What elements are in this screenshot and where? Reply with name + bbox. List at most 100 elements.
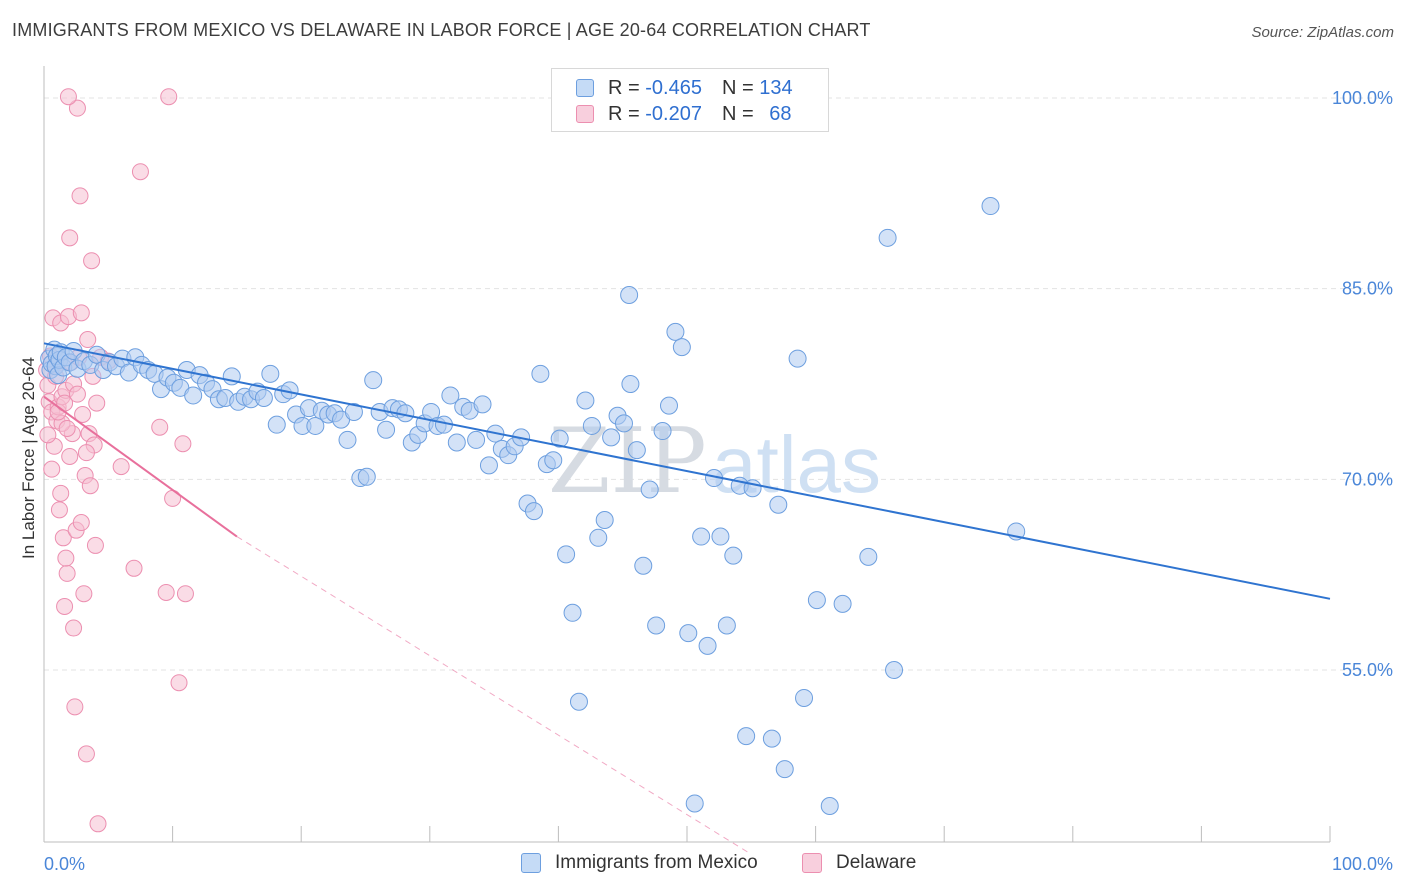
mexico-point <box>724 546 743 565</box>
mexico-point <box>769 495 788 514</box>
delaware-point <box>89 815 107 833</box>
mexico-point <box>859 547 878 566</box>
mexico-point <box>557 545 576 564</box>
mexico-point <box>775 760 794 779</box>
mexico-point <box>672 338 691 357</box>
delaware-point <box>68 99 86 117</box>
delaware-point <box>77 745 95 763</box>
mexico-point <box>377 420 396 439</box>
mexico-point <box>885 661 904 679</box>
delaware-trend-line <box>43 395 238 538</box>
delaware-point <box>65 619 83 637</box>
r-value: -0.465 <box>645 76 702 99</box>
delaware-point <box>86 536 104 554</box>
mexico-point <box>261 364 280 383</box>
n-value: 68 <box>769 102 792 125</box>
stats-row-mexico: R = -0.465 N = 134 <box>576 74 793 102</box>
stats-legend: R = -0.465 N = 134 R = -0.207 N = 68 <box>551 68 829 132</box>
mexico-point <box>473 395 492 414</box>
mexico-point <box>981 197 1000 216</box>
mexico-point <box>338 430 357 449</box>
y-axis-title: In Labor Force | Age 20-64 <box>19 357 38 559</box>
delaware-point <box>88 394 106 412</box>
mexico-point <box>267 415 286 434</box>
delaware-point <box>59 88 77 106</box>
r-value: -0.207 <box>645 102 702 125</box>
mexico-point <box>807 591 826 610</box>
n-label: N = <box>721 76 760 99</box>
mexico-legend-swatch <box>521 853 541 873</box>
mexico-point <box>711 527 730 546</box>
delaware-point <box>71 187 89 205</box>
legend-item-delaware[interactable]: Delaware <box>802 852 916 874</box>
mexico-point <box>627 441 646 460</box>
n-label: N = <box>721 102 760 125</box>
mexico-point <box>254 388 273 407</box>
mexico-point <box>441 386 460 405</box>
legend-label: Immigrants from Mexico <box>555 852 758 873</box>
trend-lines <box>43 342 1331 855</box>
delaware-point <box>74 406 92 424</box>
delaware-point <box>56 597 74 615</box>
mexico-point <box>531 364 550 383</box>
mexico-points <box>40 197 1026 816</box>
r-label: R = <box>608 76 646 99</box>
series-legend: Immigrants from Mexico Delaware <box>0 850 1406 878</box>
delaware-point <box>160 88 178 106</box>
mexico-point <box>621 375 640 393</box>
mexico-point <box>524 502 543 521</box>
delaware-point <box>61 447 79 465</box>
mexico-point <box>640 480 659 499</box>
mexico-point <box>344 402 363 421</box>
delaware-trend-extension <box>236 536 752 855</box>
mexico-point <box>569 692 588 711</box>
y-tick-label: 100.0% <box>1332 88 1393 108</box>
delaware-point <box>77 444 95 462</box>
tick-labels: 55.0% 70.0% 85.0% 100.0% 0.0% 100.0% <box>44 88 1393 874</box>
delaware-point <box>83 252 101 270</box>
delaware-point <box>72 514 90 532</box>
x-tick-label: 100.0% <box>1332 854 1393 874</box>
mexico-point <box>647 616 666 635</box>
mexico-point <box>717 616 736 635</box>
delaware-point <box>157 583 175 601</box>
mexico-point <box>653 422 672 441</box>
n-value: 134 <box>759 76 793 99</box>
delaware-point <box>50 501 68 519</box>
delaware-point <box>66 698 84 716</box>
mexico-point <box>184 386 203 405</box>
y-tick-label: 85.0% <box>1342 279 1393 299</box>
delaware-point <box>131 163 149 181</box>
mexico-point <box>679 624 698 643</box>
delaware-point <box>61 229 79 247</box>
r-label: R = <box>608 102 646 125</box>
delaware-points <box>38 88 194 833</box>
mexico-point <box>620 286 639 305</box>
source-label: Source: ZipAtlas.com <box>1251 24 1394 41</box>
delaware-point <box>68 385 86 403</box>
mexico-point <box>550 429 569 448</box>
delaware-point <box>57 549 75 567</box>
mexico-point <box>833 594 852 613</box>
delaware-point <box>79 331 97 349</box>
mexico-point <box>595 511 614 530</box>
mexico-point <box>582 416 601 435</box>
mexico-trend-line <box>43 342 1331 600</box>
mexico-point <box>467 430 486 449</box>
delaware-point <box>151 418 169 436</box>
x-tick-label: 0.0% <box>44 854 85 874</box>
delaware-point <box>54 529 72 547</box>
delaware-point <box>170 674 188 692</box>
watermark-atlas: atlas <box>712 420 881 509</box>
delaware-swatch <box>576 105 594 123</box>
mexico-point <box>788 349 807 368</box>
mexico-point <box>795 688 814 707</box>
delaware-point <box>176 585 194 603</box>
y-tick-label: 70.0% <box>1342 469 1393 489</box>
delaware-point <box>43 460 61 478</box>
delaware-point <box>125 559 143 577</box>
mexico-point <box>589 528 608 547</box>
legend-item-mexico[interactable]: Immigrants from Mexico <box>521 852 758 874</box>
delaware-point <box>174 435 192 453</box>
